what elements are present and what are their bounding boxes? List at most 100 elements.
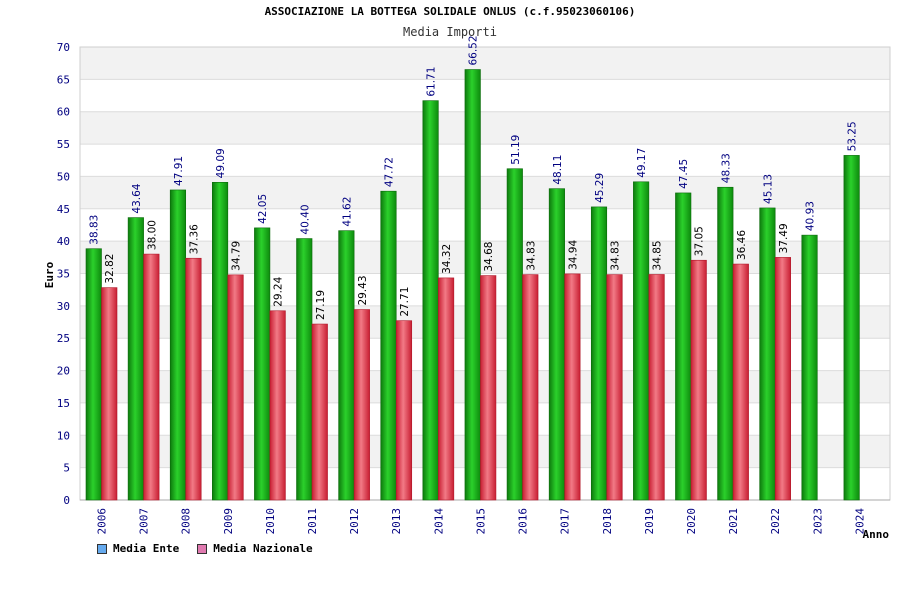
bar-nazionale: [480, 275, 497, 501]
x-tick-label: 2017: [559, 508, 572, 535]
y-tick-label: 65: [57, 73, 70, 86]
bar-ente: [254, 227, 271, 501]
data-label-ente: 40.40: [299, 204, 311, 234]
bar-nazionale: [522, 274, 539, 501]
data-label-nazionale: 27.71: [399, 287, 411, 317]
data-label-nazionale: 36.46: [736, 230, 748, 260]
data-label-ente: 53.25: [847, 121, 859, 151]
bar-nazionale: [438, 277, 455, 501]
legend-swatch-ente: [97, 543, 107, 554]
bar-nazionale: [690, 259, 707, 501]
legend-label-nazionale: Media Nazionale: [213, 542, 313, 555]
x-tick-label: 2015: [474, 508, 487, 535]
data-label-ente: 48.33: [720, 153, 732, 183]
y-tick-label: 20: [57, 365, 70, 378]
bar-ente: [717, 186, 734, 501]
bar-nazionale: [101, 287, 118, 501]
x-tick-label: 2011: [306, 508, 319, 535]
bar-ente: [843, 155, 860, 501]
data-label-nazionale: 34.68: [483, 242, 495, 272]
data-label-nazionale: 29.43: [357, 275, 369, 305]
data-label-nazionale: 34.32: [441, 244, 453, 274]
legend-label-ente: Media Ente: [113, 542, 180, 555]
data-label-ente: 45.13: [762, 174, 774, 204]
x-tick-label: 2024: [853, 508, 866, 535]
bar-ente: [801, 234, 818, 501]
data-label-nazionale: 34.94: [567, 240, 579, 270]
data-label-ente: 66.52: [468, 35, 480, 65]
y-tick-label: 15: [57, 397, 70, 410]
y-tick-label: 50: [57, 170, 70, 183]
bar-ente: [296, 238, 313, 501]
y-tick-label: 10: [57, 429, 70, 442]
bar-ente: [380, 190, 397, 501]
data-label-ente: 40.93: [805, 201, 817, 231]
y-tick-label: 0: [63, 494, 70, 507]
x-tick-label: 2016: [517, 508, 530, 535]
data-label-ente: 49.09: [215, 148, 227, 178]
legend-swatch-nazionale: [197, 543, 208, 554]
data-label-ente: 45.29: [594, 173, 606, 203]
bar-ente: [422, 100, 439, 501]
data-label-ente: 41.62: [341, 197, 353, 227]
y-tick-label: 70: [57, 41, 70, 54]
x-tick-label: 2019: [643, 508, 656, 535]
bar-ente: [464, 69, 481, 501]
chart-subtitle: Media Importi: [403, 25, 497, 39]
bar-ente: [338, 230, 355, 501]
y-tick-label: 5: [63, 462, 70, 475]
x-tick-label: 2020: [685, 508, 698, 535]
data-label-ente: 38.83: [89, 215, 101, 245]
bar-nazionale: [564, 273, 581, 501]
bar-ente: [548, 188, 565, 501]
data-label-nazionale: 32.82: [104, 254, 116, 284]
data-label-ente: 49.17: [636, 148, 648, 178]
data-label-ente: 47.91: [173, 156, 185, 186]
data-label-nazionale: 37.05: [694, 226, 706, 256]
y-tick-label: 55: [57, 138, 70, 151]
data-label-nazionale: 34.85: [652, 240, 664, 270]
data-label-ente: 61.71: [426, 67, 438, 97]
bar-nazionale: [269, 310, 286, 501]
data-label-nazionale: 34.83: [525, 241, 537, 271]
data-label-nazionale: 37.36: [188, 224, 200, 254]
bar-nazionale: [732, 263, 749, 501]
legend-item-ente: Media Ente: [97, 542, 179, 555]
bar-ente: [759, 207, 776, 501]
y-tick-label: 60: [57, 106, 70, 119]
bar-ente: [506, 168, 523, 501]
data-label-ente: 42.05: [257, 194, 269, 224]
bar-nazionale: [648, 274, 665, 501]
data-label-nazionale: 34.79: [231, 241, 243, 271]
x-tick-label: 2010: [264, 508, 277, 535]
x-tick-label: 2012: [348, 508, 361, 535]
bar-nazionale: [185, 257, 202, 501]
x-tick-label: 2023: [811, 508, 824, 535]
data-label-ente: 43.64: [131, 183, 143, 213]
bar-nazionale: [353, 309, 370, 501]
legend-item-nazionale: Media Nazionale: [197, 542, 313, 555]
x-tick-label: 2014: [432, 508, 445, 535]
bar-ente: [590, 206, 608, 501]
x-tick-label: 2013: [390, 508, 403, 535]
bar-nazionale: [311, 323, 328, 501]
bar-ente: [675, 192, 692, 501]
y-tick-label: 25: [57, 332, 70, 345]
data-label-ente: 47.45: [678, 159, 690, 189]
data-label-nazionale: 34.83: [610, 241, 622, 271]
y-axis-label: Euro: [43, 261, 56, 288]
x-axis-label: Anno: [863, 528, 890, 541]
data-label-nazionale: 38.00: [146, 220, 158, 250]
bar-ente: [212, 182, 229, 501]
grid-band: [80, 111, 890, 145]
bar-ente: [85, 248, 102, 501]
y-tick-label: 40: [57, 235, 70, 248]
data-label-ente: 51.19: [510, 135, 522, 165]
bar-ente: [127, 217, 144, 501]
data-label-ente: 47.72: [383, 157, 395, 187]
y-tick-label: 30: [57, 300, 70, 313]
y-tick-label: 45: [57, 203, 70, 216]
chart-title: ASSOCIAZIONE LA BOTTEGA SOLIDALE ONLUS (…: [264, 5, 636, 18]
data-label-nazionale: 27.19: [315, 290, 327, 320]
bar-nazionale: [143, 253, 160, 501]
